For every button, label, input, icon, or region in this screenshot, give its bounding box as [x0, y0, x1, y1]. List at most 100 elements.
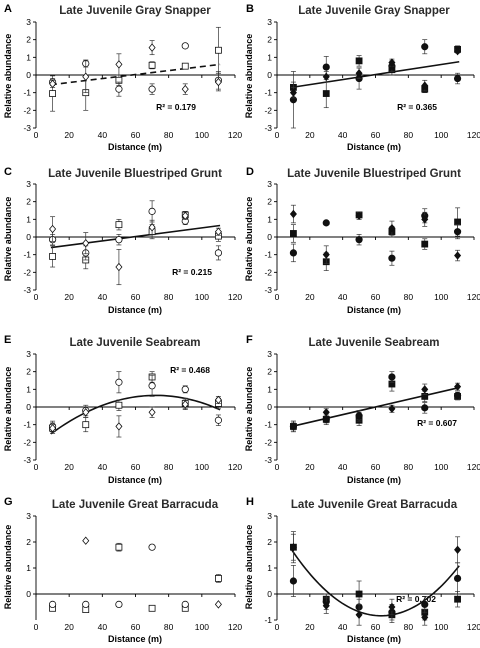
panel-letter: C: [4, 166, 12, 178]
panel-h: H Late Juvenile Great Barracuda R² = 0.7…: [244, 496, 480, 644]
x-tick-label: 0: [34, 622, 39, 632]
y-tick-label: -2: [23, 267, 31, 277]
diamond-marker: [49, 79, 57, 89]
square-marker: [322, 90, 330, 97]
fit-curve: [291, 549, 460, 617]
y-tick-label: -2: [264, 437, 272, 447]
panel-d: D Late Juvenile Bluestriped Grunt Distan…: [244, 166, 480, 315]
y-tick-label: -2: [23, 105, 31, 115]
fit-line: [50, 224, 221, 249]
x-axis-title: Distance (m): [108, 475, 162, 485]
x-tick-label: 60: [131, 130, 141, 140]
panel-title: Late Juvenile Seabream: [308, 337, 439, 349]
y-tick-label: -1: [264, 615, 272, 625]
x-tick-label: 20: [64, 462, 74, 472]
y-axis-title: Relative abundance: [244, 34, 254, 119]
panel-title: Late Juvenile Seabream: [69, 337, 200, 349]
panel-title: Late Juvenile Gray Snapper: [59, 5, 211, 17]
diamond-marker: [115, 60, 123, 69]
panel-c: C Late Juvenile Bluestriped Grunt R² = 0…: [3, 166, 242, 315]
x-tick-label: 100: [434, 622, 448, 632]
y-tick-label: 3: [267, 349, 272, 359]
circle-marker: [289, 249, 298, 257]
panel-f: F Late Juvenile Seabream R² = 0.607 Dist…: [244, 334, 480, 485]
panel-letter: B: [246, 3, 254, 15]
square-marker: [115, 543, 123, 551]
diamond-marker: [181, 400, 189, 409]
y-tick-label: 1: [26, 563, 31, 573]
diamond-marker: [454, 545, 462, 555]
diamond-marker: [82, 238, 90, 248]
circle-marker: [453, 74, 462, 83]
diamond-marker: [421, 613, 429, 622]
x-tick-label: 80: [404, 462, 414, 472]
fit-line: [50, 63, 221, 86]
y-axis-title: Relative abundance: [3, 367, 13, 452]
circle-marker: [322, 63, 330, 71]
x-tick-label: 0: [275, 292, 280, 302]
circle-marker: [181, 385, 189, 393]
fit-curve: [50, 394, 221, 435]
x-tick-label: 40: [98, 130, 108, 140]
circle-marker: [421, 43, 429, 51]
circle-marker: [355, 236, 363, 244]
circle-marker: [322, 219, 330, 227]
y-tick-label: 3: [26, 179, 31, 189]
y-tick-label: -2: [264, 105, 272, 115]
square-marker: [454, 218, 461, 226]
circle-marker: [148, 207, 156, 215]
circle-marker: [115, 600, 123, 609]
panel-e: E Late Juvenile Seabream R² = 0.468 Dist…: [3, 334, 242, 485]
y-tick-label: 0: [267, 232, 272, 242]
plot-area: 0 1 2 3 0 20 40 60 80 100 120: [26, 511, 242, 632]
x-tick-label: 100: [434, 130, 448, 140]
panel-a: A Late Juvenile Gray Snapper R² = 0.179 …: [3, 3, 242, 152]
x-tick-label: 80: [164, 462, 174, 472]
y-tick-label: 0: [26, 589, 31, 599]
panel-title: Late Juvenile Gray Snapper: [298, 5, 450, 17]
x-tick-label: 80: [404, 292, 414, 302]
square-marker: [49, 253, 56, 260]
y-tick-label: 3: [267, 179, 272, 189]
y-tick-label: 0: [26, 70, 31, 80]
circle-marker: [82, 600, 90, 609]
diamond-marker: [388, 602, 396, 612]
plot-area: -3 -2 -1 0 1 2 3 0 20 40 60 80 100 120: [264, 17, 480, 140]
diamond-marker: [388, 58, 396, 67]
x-tick-label: 0: [275, 622, 280, 632]
y-tick-label: -1: [264, 88, 272, 98]
panel-b: B Late Juvenile Gray Snapper R² = 0.365 …: [244, 3, 480, 152]
panel-letter: G: [4, 496, 13, 508]
y-tick-label: 3: [267, 511, 272, 521]
circle-marker: [115, 378, 123, 386]
diamond-marker: [355, 211, 363, 221]
circle-marker: [421, 404, 429, 412]
x-tick-label: 40: [98, 462, 108, 472]
x-tick-label: 120: [467, 130, 480, 140]
diamond-marker: [82, 536, 90, 545]
diamond-marker: [421, 215, 429, 224]
plot-area: -3 -2 -1 0 1 2 3 0 20 40 60 80 100 120: [23, 17, 242, 140]
circle-marker: [453, 391, 462, 400]
diamond-marker: [148, 43, 156, 52]
x-tick-label: 120: [467, 462, 480, 472]
diamond-marker: [148, 408, 156, 417]
plot-area: -3 -2 -1 0 1 2 3 0 20 40 60 80 100 120: [264, 349, 480, 472]
x-axis-title: Distance (m): [108, 634, 162, 644]
diamond-marker: [421, 81, 429, 90]
diamond-marker: [289, 88, 297, 97]
y-tick-label: -1: [264, 420, 272, 430]
circle-marker: [148, 85, 156, 93]
diamond-marker: [454, 46, 462, 56]
y-tick-label: 3: [26, 17, 31, 27]
x-tick-label: 40: [338, 292, 348, 302]
y-tick-label: 0: [267, 589, 272, 599]
x-tick-label: 20: [305, 622, 315, 632]
y-axis-title: Relative abundance: [244, 525, 254, 610]
panel-letter: H: [246, 496, 254, 508]
x-tick-label: 100: [195, 462, 209, 472]
y-tick-label: 3: [267, 17, 272, 27]
y-tick-label: -2: [23, 437, 31, 447]
